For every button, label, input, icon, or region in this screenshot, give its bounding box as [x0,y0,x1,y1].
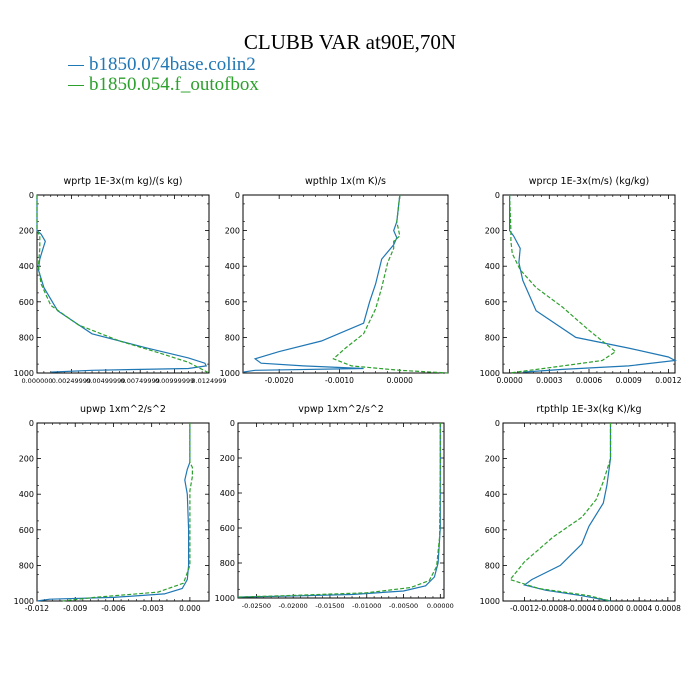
panel-5-xtick-label: -0.02000 [279,602,308,610]
panel-2-xtick-label: -0.0010 [325,376,354,385]
panel-4-xtick-label: -0.009 [63,604,87,613]
panel-6-xtick-label: 0.0000 [597,604,623,613]
panel-2-frame [242,194,449,374]
panel-3-ytick-label: 600 [485,298,500,307]
panel-3-xtick-label: 0.0006 [576,376,602,385]
panel-4-series-1-line [36,423,191,602]
panel-5-ytick-label: 400 [220,489,235,498]
panel-1-ytick-label: 0 [29,191,34,200]
panel-3-frame [502,194,676,374]
panel-6-ytick-label: 400 [485,490,500,499]
panel-5-series-1-line [237,423,441,598]
panel-2-xtick-label: -0.0020 [265,376,294,385]
legend-label-1: b1850.074base.colin2 [89,54,256,75]
panel-5-ytick-label: 1000 [215,594,235,603]
panel-6-xtick-label: 0.0004 [626,604,652,613]
panel-6-series-2-line [509,423,612,602]
panel-3-series-2-line [509,194,617,374]
panel-3-ytick-label: 1000 [480,369,500,378]
panel-1-xtick-label: 0.00249999 [52,377,91,385]
panel-2-series-1-line [242,194,401,373]
panel-6-xtick-label: 0.0008 [655,604,681,613]
panel-1-xtick-label: 0.00749999 [121,377,160,385]
panel-6-xtick-label: -0.0012 [510,604,539,613]
panel-5-xtick-label: -0.00500 [389,602,418,610]
panel-4-frame [36,422,210,602]
panel-1-frame [36,194,210,374]
panel-1-xtick-label: 0.00499999 [86,377,125,385]
panel-4-ytick-label: 600 [19,526,34,535]
panel-3-ytick-label: 0 [495,191,500,200]
panel-1-ytick-label: 600 [19,298,34,307]
panel-1-title: wprtp 1E-3x(m kg)/(s kg) [64,176,183,187]
panel-6-ytick-label: 0 [495,419,500,428]
panel-6-ytick-label: 800 [485,561,500,570]
panel-5-series-2-line [237,423,441,598]
panel-2-title: wpthlp 1x(m K)/s [305,176,386,187]
legend-entry-1: b1850.074base.colin2 [68,54,256,76]
panel-3-xtick-label: 0.0009 [616,376,642,385]
panel-3-ytick-label: 400 [485,262,500,271]
panel-6-series-1-line [523,423,612,602]
panel-5-xtick-label: -0.01000 [352,602,381,610]
panel-3-ytick-label: 200 [485,227,500,236]
legend-label-2: b1850.054.f_outofbox [89,74,259,95]
panel-5-xtick-label: -0.02500 [242,602,271,610]
panel-5-xtick-label: -0.01500 [315,602,344,610]
panel-4-ytick-label: 1000 [14,597,34,606]
panel-2-ytick-label: 200 [225,227,240,236]
panel-4-ytick-label: 200 [19,455,34,464]
panel-1-xtick-label: 0.000000 [21,377,52,385]
panel-5-title: vpwp 1xm^2/s^2 [298,404,384,415]
panel-6-frame [502,422,676,602]
legend-swatch-1 [68,65,84,67]
panel-6-xtick-label: -0.0004 [567,604,596,613]
panel-1-series-1-line [36,195,208,373]
panel-2-ytick-label: 600 [225,298,240,307]
panel-6-ytick-label: 200 [485,455,500,464]
panel-6-ytick-label: 1000 [480,597,500,606]
panel-4-xtick-label: -0.006 [101,604,125,613]
panel-1-ytick-label: 1000 [14,369,34,378]
panel-1-ytick-label: 800 [19,333,34,342]
panel-1-xtick-label: 0.0124999 [191,377,226,385]
panel-4-xtick-label: -0.003 [140,604,164,613]
panel-4-series-2-line [62,423,193,602]
panel-5-frame [237,422,445,599]
panel-2-ytick-label: 1000 [220,369,240,378]
legend-swatch-2 [68,85,84,87]
panel-2-ytick-label: 400 [225,262,240,271]
panel-2-xtick-label: 0.0000 [387,376,413,385]
panel-3-xtick-label: 0.0000 [496,376,522,385]
panel-3-xtick-label: 0.0012 [655,376,681,385]
panel-3-series-1-line [509,195,677,373]
panel-4-ytick-label: 800 [19,561,34,570]
panel-1-series-2-line [36,195,210,374]
panel-4-ytick-label: 400 [19,490,34,499]
panel-4-xtick-label: 0.000 [179,604,201,613]
panel-6-xtick-label: -0.0008 [539,604,568,613]
panel-6-title: rtpthlp 1E-3x(kg K)/kg [536,404,641,415]
panel-5-xtick-label: 0.00000 [427,602,454,610]
panel-5-ytick-label: 0 [230,419,235,428]
panel-1-xtick-label: 0.00999999 [155,377,194,385]
panel-2-ytick-label: 800 [225,333,240,342]
figure-title: CLUBB VAR at90E,70N [243,30,457,54]
panel-2-ytick-label: 0 [235,191,240,200]
panel-1-ytick-label: 200 [19,227,34,236]
panel-5-ytick-label: 800 [220,559,235,568]
legend-entry-2: b1850.054.f_outofbox [68,74,259,96]
panel-4-ytick-label: 0 [29,419,34,428]
panel-3-ytick-label: 800 [485,333,500,342]
panel-5-ytick-label: 200 [220,454,235,463]
panel-1-ytick-label: 400 [19,262,34,271]
panel-3-title: wprcp 1E-3x(m/s) (kg/kg) [529,176,649,187]
panel-4-title: upwp 1xm^2/s^2 [80,404,166,415]
panel-2-series-2-line [332,194,449,374]
panel-5-ytick-label: 600 [220,524,235,533]
panel-4-xtick-label: -0.012 [25,604,49,613]
panel-6-ytick-label: 600 [485,526,500,535]
panel-3-xtick-label: 0.0003 [536,376,562,385]
